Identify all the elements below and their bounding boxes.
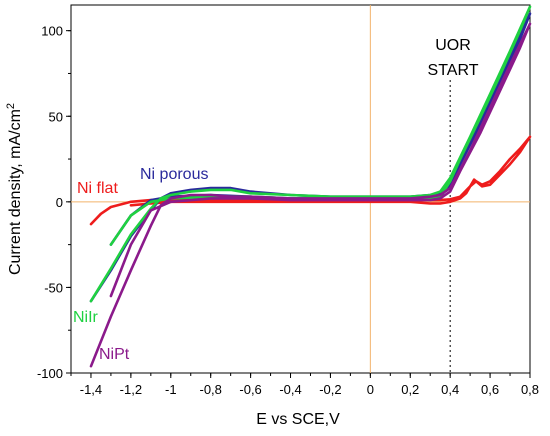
plot-frame [70, 4, 531, 374]
x-tick-label: -1,4 [80, 382, 102, 397]
x-tick-label: -1 [165, 382, 177, 397]
y-axis-title: Current density, mA/cm2 [5, 103, 24, 275]
y-axis-title-main: Current density, mA/cm [7, 109, 24, 275]
x-tick-label: -0,8 [199, 382, 221, 397]
y-tick-label: 50 [49, 109, 63, 124]
x-axis-ticks: -1,4 -1,2 -1 -0,8 -0,6 -0,4 -0,2 0 0,2 0,4 0,6 0,8 [70, 373, 539, 397]
x-tick-label: 0 [367, 382, 374, 397]
series-layer [89, 5, 532, 368]
uor-start-label-line2: START [428, 62, 479, 79]
legend-label-ni-porous: Ni porous [140, 166, 208, 183]
series-line-nipt [89, 22, 532, 368]
x-tick-label: 0,2 [401, 382, 419, 397]
y-axis-title-superscript: 2 [5, 103, 17, 109]
series-line-ni-porous [89, 12, 532, 303]
x-tick-label: -1,2 [120, 382, 142, 397]
y-tick-label: -50 [44, 280, 63, 295]
legend-label-nipt: NiPt [99, 346, 130, 363]
legend-label-ni-flat: Ni flat [77, 180, 118, 197]
legend-label-niir: NiIr [73, 309, 99, 326]
x-axis-title: E vs SCE,V [256, 411, 340, 428]
y-tick-label: -100 [37, 366, 63, 381]
x-tick-label: -0,2 [319, 382, 341, 397]
y-tick-label: 0 [56, 195, 63, 210]
reference-lines [71, 5, 530, 373]
y-tick-label: 100 [41, 24, 63, 39]
y-axis-ticks: -100 -50 0 50 100 [37, 24, 71, 381]
x-tick-label: 0,6 [481, 382, 499, 397]
x-tick-label: 0,4 [441, 382, 459, 397]
series-line-ni-flat [89, 135, 532, 226]
x-tick-label: 0,8 [521, 382, 539, 397]
x-tick-label: -0,6 [239, 382, 261, 397]
x-tick-label: -0,4 [279, 382, 301, 397]
uor-start-label-line1: UOR [435, 37, 471, 54]
